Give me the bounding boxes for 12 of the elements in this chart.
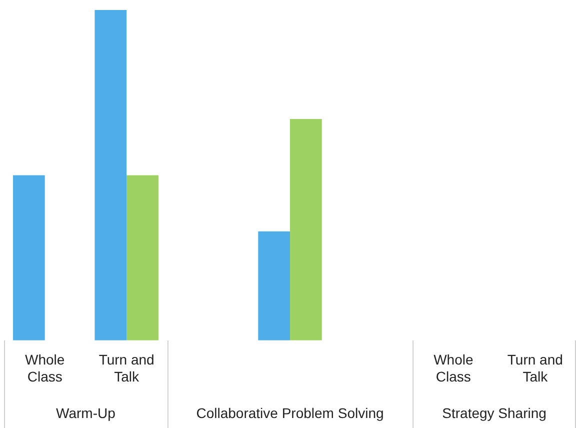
text: Strategy Sharing [442,404,546,421]
bar [258,231,290,340]
bar [12,175,45,340]
x-tick-label: Turn and Talk [507,352,563,384]
text: Collaborative Problem Solving [196,404,384,421]
text: Warm-Up [56,404,116,421]
x-tick-label: Whole Class [434,352,474,384]
x-tick-label: Turn and Talk [98,352,154,384]
bar [290,119,322,340]
bar [94,10,127,340]
bar [126,175,158,340]
x-tick-label: Whole Class [25,352,65,384]
